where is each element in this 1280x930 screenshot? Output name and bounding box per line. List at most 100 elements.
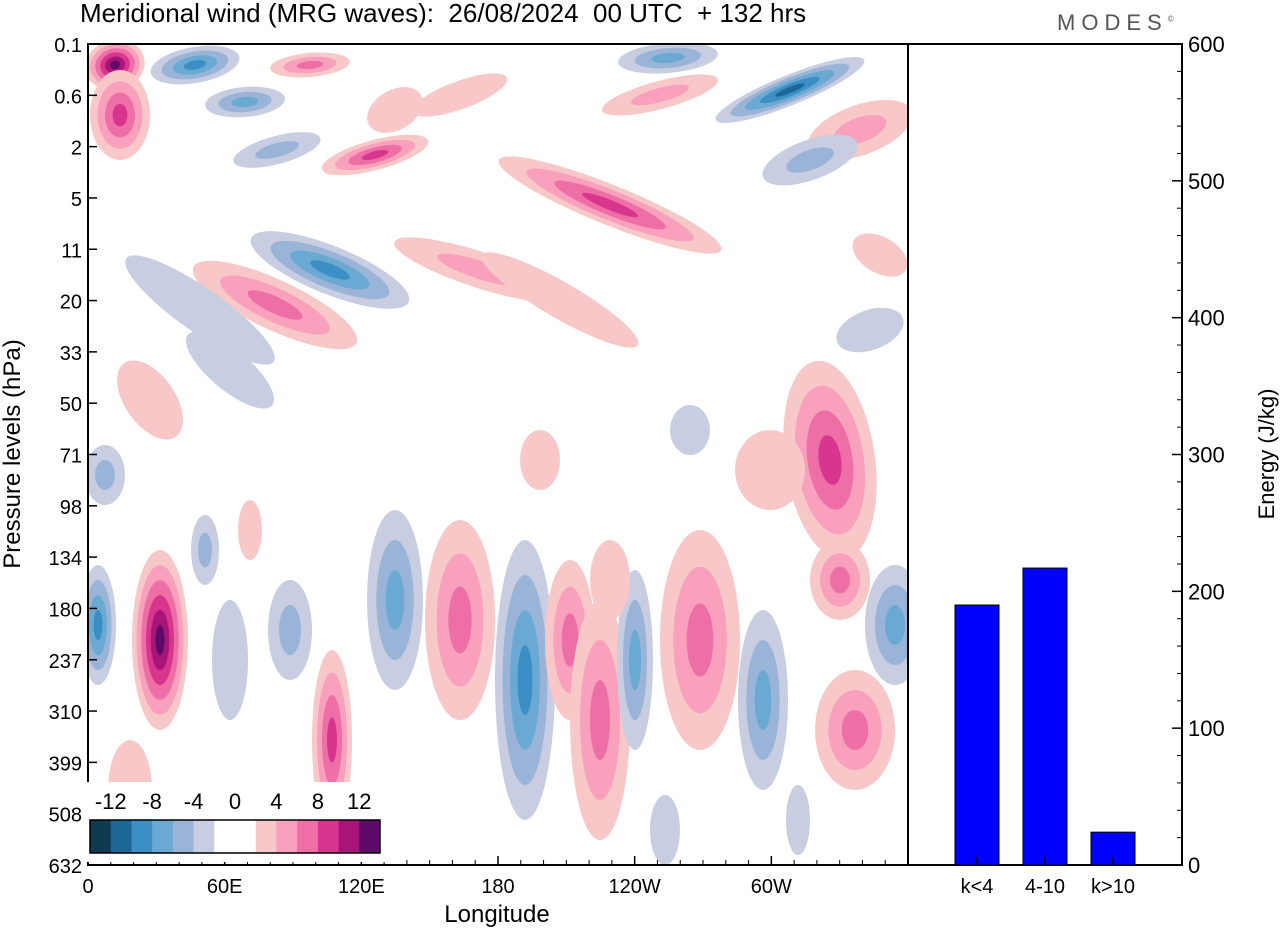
colorbar-cell <box>276 820 298 853</box>
wind-contour <box>367 87 423 133</box>
wind-contour <box>686 603 714 677</box>
energy-x-label: k>10 <box>1091 876 1135 898</box>
y-tick-label: 237 <box>49 651 82 673</box>
y-tick-label: 20 <box>60 292 82 314</box>
wind-contour <box>582 192 638 218</box>
energy-y-tick-label: 200 <box>1188 579 1225 604</box>
heatmap-blobs <box>88 44 908 865</box>
wind-contour <box>247 290 303 320</box>
y-tick-label: 50 <box>60 394 82 416</box>
colorbar-cell <box>317 820 340 853</box>
wind-contour <box>279 605 301 655</box>
y-tick-label: 71 <box>60 446 82 468</box>
heatmap-y-axis: 0.1 0.6 2 5 11 20 33 50 71 98 134 180 237 310 399 508 63… <box>49 35 97 878</box>
colorbar-cell <box>152 820 174 853</box>
colorbar-label: 8 <box>312 789 324 814</box>
colorbar-frame <box>89 819 381 854</box>
energy-bars <box>954 567 1136 866</box>
colorbar-cell <box>131 820 153 853</box>
wind-contour <box>412 73 508 117</box>
wind-contour <box>155 625 165 655</box>
y-tick-label: 11 <box>61 240 82 262</box>
colorbar-cell <box>193 820 215 853</box>
y-tick-label: 5 <box>71 189 82 211</box>
wind-contour <box>841 710 869 750</box>
wind-contour <box>885 605 905 645</box>
wind-contour <box>310 260 350 280</box>
y-tick-label: 2 <box>71 138 82 160</box>
chart-title: Meridional wind (MRG waves): 26/08/2024 … <box>80 0 807 28</box>
colorbar-cell <box>297 820 319 853</box>
energy-y-tick-label: 0 <box>1188 853 1200 878</box>
colorbar-cell <box>255 820 277 853</box>
wind-contour <box>670 405 710 455</box>
x-tick-label: 120W <box>609 876 661 898</box>
wind-contour <box>296 60 324 70</box>
x-tick-label: 120E <box>338 876 385 898</box>
colorbar-label: 4 <box>270 789 282 814</box>
wind-contour <box>255 141 299 159</box>
wind-contour <box>185 331 275 409</box>
y-tick-label: 180 <box>49 599 82 621</box>
colorbar-cell <box>90 820 112 853</box>
x-tick-label: 0 <box>82 876 93 898</box>
wind-contour <box>852 233 908 277</box>
y-tick-label: 399 <box>49 753 82 775</box>
wind-contour <box>517 645 533 715</box>
energy-bar <box>1022 567 1068 866</box>
colorbar: -12 -8 -4 0 4 8 12 <box>84 782 388 862</box>
wind-contour <box>590 540 630 620</box>
wind-contour <box>385 570 405 630</box>
wind-contour <box>481 252 639 348</box>
wind-contour <box>198 532 212 568</box>
wind-contour <box>651 52 685 64</box>
wind-contour <box>183 60 207 70</box>
y-axis-label: Pressure levels (hPa) <box>0 339 26 568</box>
wind-contour <box>361 149 389 161</box>
energy-bar <box>954 604 1000 866</box>
wind-contour <box>629 630 641 690</box>
energy-y-tick-label: 600 <box>1188 32 1225 57</box>
x-tick-label: 60W <box>751 876 792 898</box>
wind-contour <box>125 255 275 365</box>
logo-text: MODES <box>1057 10 1168 35</box>
wind-contour <box>786 785 810 855</box>
colorbar-label: 0 <box>229 789 241 814</box>
energy-x-label: k<4 <box>961 876 994 898</box>
energy-axis-label: Energy (J/kg) <box>1254 389 1279 520</box>
modes-logo: MODES© <box>1057 10 1174 36</box>
wind-contour <box>520 430 560 490</box>
wind-contour <box>95 460 115 490</box>
heatmap-area <box>87 43 909 866</box>
wind-contour <box>735 430 805 510</box>
energy-y-tick-label: 400 <box>1188 306 1225 331</box>
wind-contour <box>327 717 337 763</box>
colorbar-cell <box>338 820 360 853</box>
energy-y-tick-label: 300 <box>1188 443 1225 468</box>
colorbar-label: 12 <box>347 789 371 814</box>
energy-panel: 0 100 200 300 400 500 600 k<4 4-10 k>10 Energy (… <box>907 32 1279 898</box>
y-tick-label: 632 <box>49 856 82 878</box>
colorbar-labels: -12 -8 -4 0 4 8 12 <box>95 789 372 814</box>
energy-y-axis: 0 100 200 300 400 500 600 <box>1172 32 1225 878</box>
wind-contour <box>830 566 850 594</box>
wind-contour <box>110 60 120 70</box>
x-axis-label: Longitude <box>444 901 549 928</box>
y-tick-label: 33 <box>60 343 82 365</box>
wind-contour <box>238 500 262 560</box>
y-tick-label: 508 <box>49 805 82 827</box>
wind-contour <box>112 103 128 127</box>
logo-mark: © <box>1167 14 1174 24</box>
colorbar-label: -8 <box>142 789 162 814</box>
wind-contour <box>818 435 842 485</box>
colorbar-cell <box>110 820 132 853</box>
wind-contour <box>212 600 248 720</box>
heatmap-x-axis: 0 60E 120E 180 120W 60W <box>82 856 886 898</box>
energy-y-tick-label: 500 <box>1188 169 1225 194</box>
colorbar-label: -12 <box>95 789 127 814</box>
colorbar-cell <box>359 820 381 853</box>
wind-contour <box>117 360 183 440</box>
colorbar-cells <box>90 820 381 853</box>
wind-contour <box>231 96 259 108</box>
